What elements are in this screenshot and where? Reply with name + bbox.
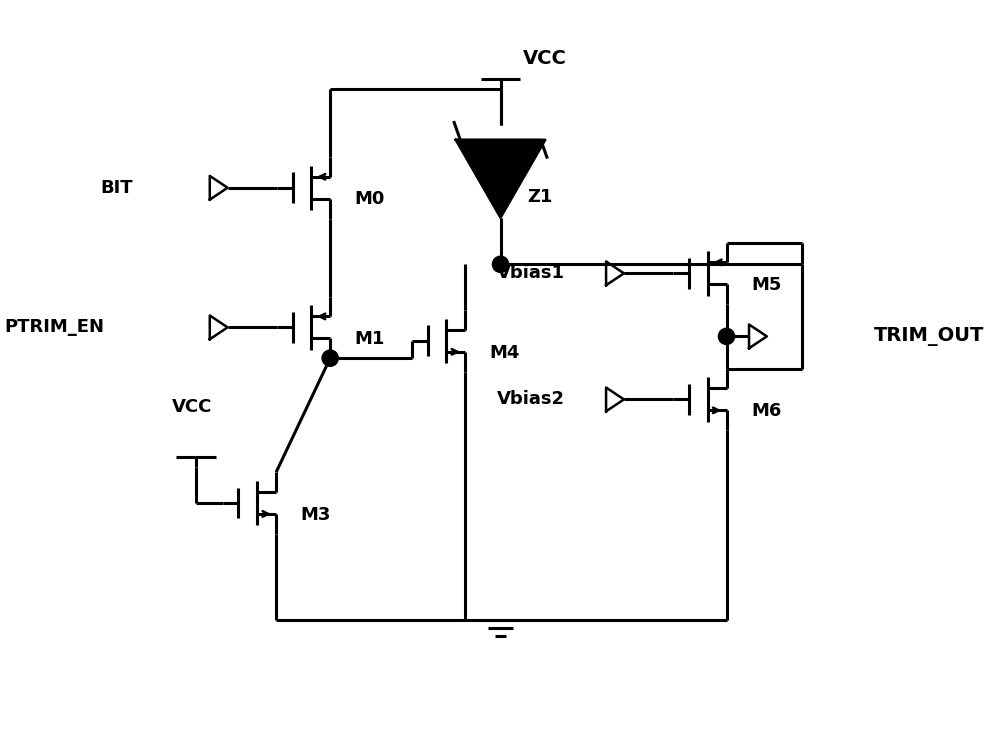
Text: Z1: Z1: [528, 188, 553, 206]
Text: M5: M5: [751, 276, 781, 294]
Circle shape: [718, 329, 735, 344]
Circle shape: [322, 350, 338, 366]
Polygon shape: [456, 140, 545, 217]
Text: BIT: BIT: [100, 179, 133, 197]
Text: M4: M4: [490, 344, 520, 362]
Text: M3: M3: [301, 505, 331, 523]
Text: PTRIM_EN: PTRIM_EN: [4, 318, 104, 336]
Text: M6: M6: [751, 402, 781, 420]
Text: VCC: VCC: [523, 50, 567, 68]
Text: Vbias2: Vbias2: [497, 390, 565, 408]
Circle shape: [492, 256, 509, 272]
Text: TRIM_OUT: TRIM_OUT: [874, 327, 985, 346]
Text: M0: M0: [355, 190, 385, 208]
Text: Vbias1: Vbias1: [497, 264, 565, 282]
Text: VCC: VCC: [172, 398, 212, 416]
Text: M1: M1: [355, 330, 385, 348]
